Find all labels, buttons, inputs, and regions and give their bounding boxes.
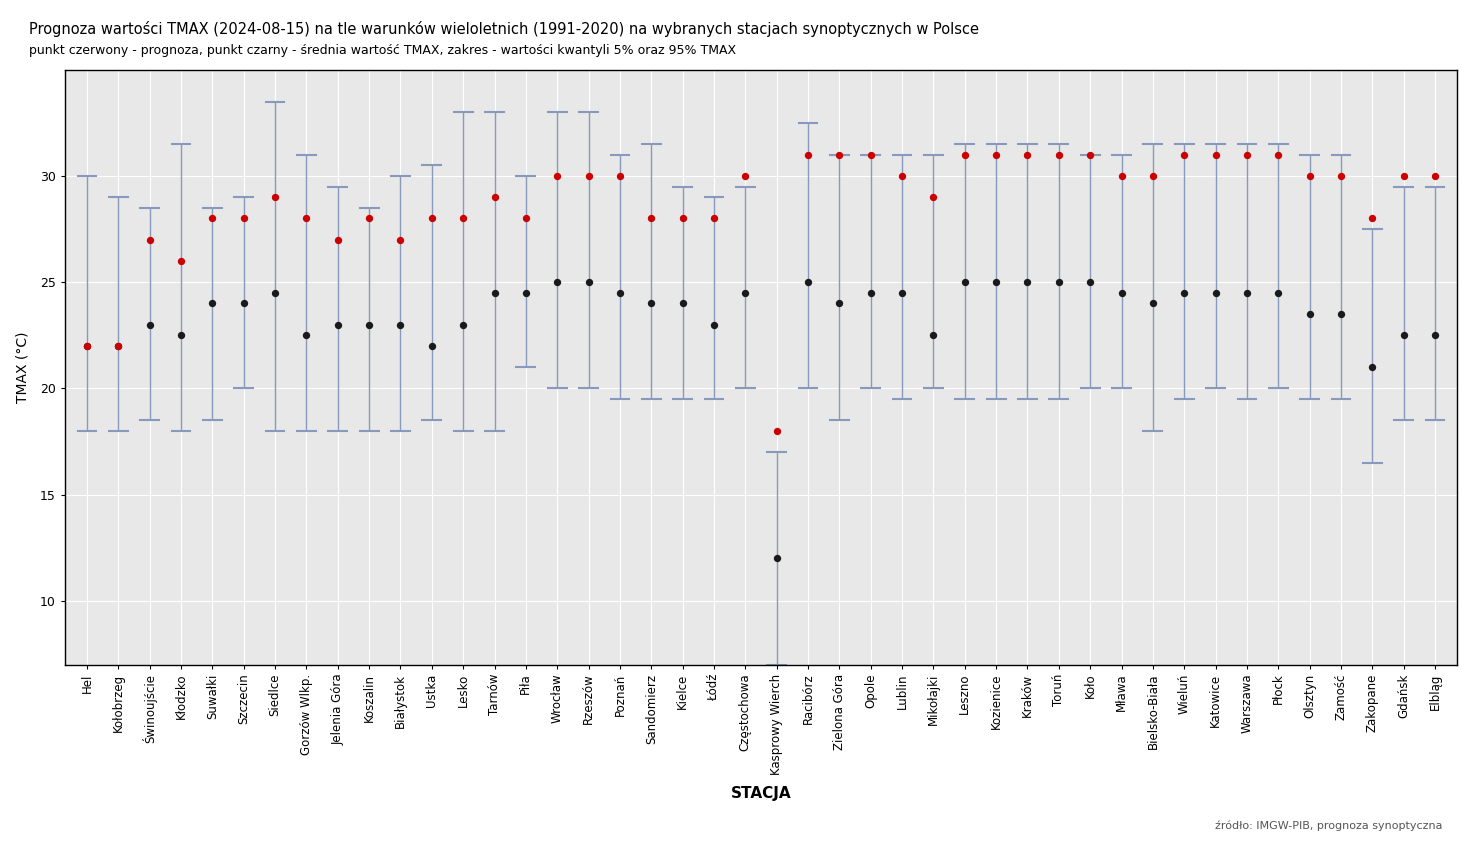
Point — [546, 275, 570, 288]
Point — [639, 297, 662, 310]
Point — [294, 329, 318, 342]
Point — [1079, 275, 1103, 288]
Point — [294, 212, 318, 225]
Point — [1329, 307, 1353, 320]
Point — [860, 286, 883, 299]
Point — [75, 339, 99, 352]
Point — [233, 212, 256, 225]
X-axis label: STACJA: STACJA — [730, 785, 792, 801]
Point — [827, 297, 851, 310]
Point — [452, 318, 475, 331]
Point — [546, 169, 570, 182]
Point — [577, 275, 601, 288]
Point — [891, 169, 914, 182]
Point — [138, 233, 162, 246]
Point — [452, 212, 475, 225]
Point — [420, 212, 443, 225]
Point — [921, 190, 945, 204]
Point — [1047, 148, 1070, 161]
Text: punkt czerwony - prognoza, punkt czarny - średnia wartość TMAX, zakres - wartośc: punkt czerwony - prognoza, punkt czarny … — [29, 44, 736, 56]
Point — [200, 297, 224, 310]
Point — [514, 212, 537, 225]
Point — [733, 286, 757, 299]
Point — [891, 286, 914, 299]
Point — [1204, 148, 1228, 161]
Point — [1016, 275, 1039, 288]
Point — [1393, 329, 1416, 342]
Point — [1173, 286, 1197, 299]
Point — [263, 190, 287, 204]
Point — [483, 286, 506, 299]
Point — [639, 212, 662, 225]
Point — [952, 148, 976, 161]
Point — [1141, 169, 1164, 182]
Point — [1298, 307, 1322, 320]
Point — [138, 318, 162, 331]
Point — [952, 275, 976, 288]
Point — [733, 169, 757, 182]
Point — [1266, 286, 1289, 299]
Point — [1016, 148, 1039, 161]
Point — [1298, 169, 1322, 182]
Point — [389, 233, 412, 246]
Point — [608, 286, 631, 299]
Point — [1423, 169, 1447, 182]
Point — [702, 318, 726, 331]
Point — [1204, 286, 1228, 299]
Point — [483, 190, 506, 204]
Point — [1360, 212, 1384, 225]
Point — [233, 297, 256, 310]
Point — [1235, 148, 1259, 161]
Point — [514, 286, 537, 299]
Point — [325, 318, 349, 331]
Text: Prognoza wartości TMAX (2024-08-15) na tle warunków wieloletnich (1991-2020) na : Prognoza wartości TMAX (2024-08-15) na t… — [29, 21, 979, 37]
Point — [827, 148, 851, 161]
Point — [1360, 360, 1384, 373]
Point — [796, 148, 820, 161]
Point — [263, 286, 287, 299]
Point — [420, 339, 443, 352]
Point — [1393, 169, 1416, 182]
Point — [1423, 329, 1447, 342]
Point — [1141, 297, 1164, 310]
Point — [1329, 169, 1353, 182]
Point — [796, 275, 820, 288]
Point — [1110, 286, 1133, 299]
Point — [106, 339, 130, 352]
Point — [860, 148, 883, 161]
Point — [1266, 148, 1289, 161]
Point — [389, 318, 412, 331]
Point — [921, 329, 945, 342]
Point — [1235, 286, 1259, 299]
Text: źródło: IMGW-PIB, prognoza synoptyczna: źródło: IMGW-PIB, prognoza synoptyczna — [1214, 821, 1443, 831]
Point — [106, 339, 130, 352]
Point — [169, 329, 193, 342]
Point — [75, 339, 99, 352]
Point — [985, 148, 1008, 161]
Point — [1110, 169, 1133, 182]
Point — [358, 318, 381, 331]
Point — [1047, 275, 1070, 288]
Point — [765, 552, 789, 565]
Point — [577, 169, 601, 182]
Point — [169, 254, 193, 267]
Point — [702, 212, 726, 225]
Point — [1079, 148, 1103, 161]
Point — [671, 297, 695, 310]
Point — [985, 275, 1008, 288]
Y-axis label: TMAX (°C): TMAX (°C) — [15, 331, 29, 403]
Point — [1173, 148, 1197, 161]
Point — [200, 212, 224, 225]
Point — [671, 212, 695, 225]
Point — [765, 424, 789, 437]
Point — [358, 212, 381, 225]
Point — [608, 169, 631, 182]
Point — [325, 233, 349, 246]
